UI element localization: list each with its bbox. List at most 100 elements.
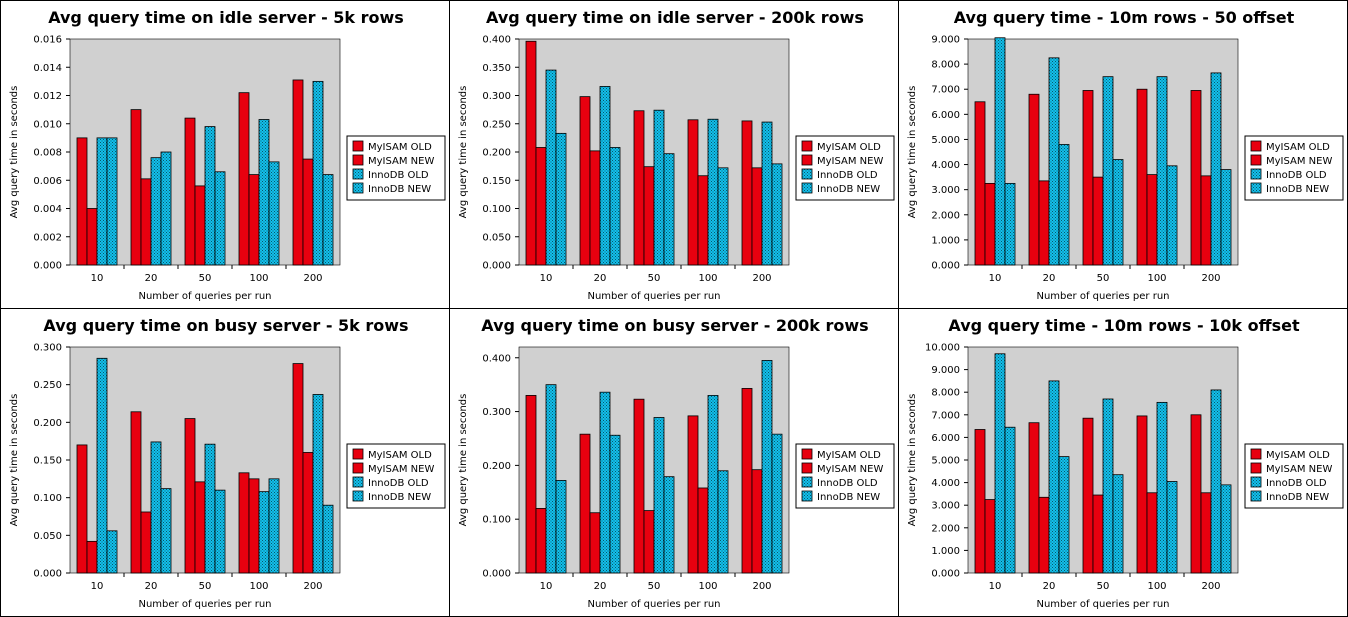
y-tick-label: 0.150 bbox=[482, 176, 511, 187]
bar-innodb-new-50 bbox=[1112, 474, 1124, 574]
bar-innodb-new-50 bbox=[214, 489, 226, 574]
legend-label: InnoDB OLD bbox=[1266, 478, 1327, 489]
bar-myisam-old-10 bbox=[974, 101, 986, 266]
bar-myisam-old-10 bbox=[974, 429, 986, 574]
bar-myisam-old-100 bbox=[238, 472, 250, 574]
bar-myisam-old-200 bbox=[292, 363, 304, 574]
y-tick-label: 0.200 bbox=[482, 148, 511, 159]
bar-myisam-new-10 bbox=[86, 208, 98, 266]
bar-innodb-new-100 bbox=[1166, 481, 1178, 574]
bar-innodb-new-200 bbox=[1220, 484, 1232, 574]
bar-myisam-new-100 bbox=[248, 478, 260, 574]
x-tick-label: 20 bbox=[145, 581, 158, 592]
x-tick-label: 50 bbox=[1097, 273, 1110, 284]
bar-innodb-new-200 bbox=[322, 504, 334, 574]
x-tick-label: 100 bbox=[698, 581, 717, 592]
chart-title: Avg query time on idle server - 5k rows bbox=[48, 8, 404, 27]
chart-title: Avg query time on busy server - 5k rows bbox=[43, 316, 408, 335]
bar-innodb-new-50 bbox=[1112, 159, 1124, 266]
x-tick-label: 50 bbox=[199, 581, 212, 592]
bar-innodb-old-50 bbox=[204, 126, 216, 266]
bar-myisam-old-100 bbox=[687, 119, 699, 266]
bar-innodb-new-10 bbox=[1004, 426, 1016, 574]
x-tick-label: 200 bbox=[752, 273, 771, 284]
y-tick-label: 0.100 bbox=[482, 515, 511, 526]
y-tick-label: 0.010 bbox=[33, 119, 62, 130]
bar-myisam-new-20 bbox=[140, 511, 152, 574]
bar-myisam-new-50 bbox=[1092, 494, 1104, 574]
bar-innodb-new-50 bbox=[663, 476, 675, 574]
x-tick-label: 10 bbox=[989, 273, 1002, 284]
bar-innodb-old-50 bbox=[653, 417, 665, 574]
chart-svg: Avg query time - 10m rows - 10k offset 0.… bbox=[907, 316, 1344, 610]
bar-myisam-new-100 bbox=[1146, 492, 1158, 574]
legend-swatch bbox=[801, 462, 813, 474]
bar-innodb-old-10 bbox=[96, 137, 108, 266]
bar-myisam-new-200 bbox=[1200, 492, 1212, 574]
bar-myisam-new-100 bbox=[1146, 174, 1158, 266]
bar-innodb-old-50 bbox=[1102, 76, 1114, 266]
x-tick-label: 50 bbox=[1097, 581, 1110, 592]
bar-innodb-old-50 bbox=[1102, 398, 1114, 574]
y-tick-label: 4.000 bbox=[931, 478, 960, 489]
bar-myisam-new-200 bbox=[302, 158, 314, 266]
chart-panel-4: Avg query time on busy server - 5k rows 0… bbox=[0, 308, 450, 617]
bar-myisam-old-100 bbox=[687, 415, 699, 574]
bar-myisam-new-20 bbox=[1038, 496, 1050, 574]
x-tick-label: 100 bbox=[698, 273, 717, 284]
x-tick-label: 20 bbox=[594, 273, 607, 284]
x-tick-label: 10 bbox=[91, 273, 104, 284]
bar-myisam-new-50 bbox=[643, 510, 655, 574]
y-tick-label: 0.400 bbox=[482, 353, 511, 364]
bar-myisam-old-20 bbox=[579, 96, 591, 266]
chart-panel-1: Avg query time on idle server - 5k rows 0… bbox=[0, 0, 450, 309]
legend-swatch bbox=[1250, 448, 1262, 460]
bar-innodb-old-200 bbox=[761, 360, 773, 574]
bar-myisam-new-200 bbox=[1200, 175, 1212, 266]
legend-label: MyISAM NEW bbox=[1266, 156, 1332, 167]
legend-swatch bbox=[352, 168, 364, 180]
y-tick-label: 2.000 bbox=[931, 523, 960, 534]
bar-innodb-new-20 bbox=[609, 147, 621, 266]
x-tick-label: 100 bbox=[249, 273, 268, 284]
y-tick-label: 0.006 bbox=[33, 176, 62, 187]
y-tick-label: 0.000 bbox=[482, 261, 511, 272]
bar-innodb-old-10 bbox=[96, 357, 108, 574]
bar-innodb-old-200 bbox=[312, 80, 324, 266]
y-axis-label: Avg query time in seconds bbox=[458, 394, 469, 527]
x-tick-label: 200 bbox=[303, 273, 322, 284]
y-tick-label: 0.016 bbox=[33, 35, 62, 46]
bar-innodb-old-100 bbox=[707, 395, 719, 574]
y-tick-label: 0.100 bbox=[482, 204, 511, 215]
legend-swatch bbox=[1250, 476, 1262, 488]
y-tick-label: 9.000 bbox=[931, 35, 960, 46]
x-tick-label: 200 bbox=[303, 581, 322, 592]
bar-innodb-new-100 bbox=[268, 161, 280, 266]
bar-innodb-old-10 bbox=[994, 353, 1006, 574]
legend-swatch bbox=[801, 140, 813, 152]
bar-innodb-old-100 bbox=[1156, 76, 1168, 266]
legend-label: InnoDB NEW bbox=[1266, 492, 1329, 503]
bar-myisam-old-50 bbox=[1082, 417, 1094, 574]
legend-label: InnoDB NEW bbox=[368, 184, 431, 195]
bar-innodb-new-200 bbox=[771, 433, 783, 574]
bar-myisam-old-10 bbox=[525, 395, 537, 574]
bar-innodb-old-100 bbox=[1156, 401, 1168, 574]
bar-innodb-new-100 bbox=[1166, 165, 1178, 266]
y-axis-label: Avg query time in seconds bbox=[9, 394, 20, 527]
bar-myisam-new-200 bbox=[302, 452, 314, 574]
y-tick-label: 0.300 bbox=[482, 91, 511, 102]
y-tick-label: 0.300 bbox=[33, 343, 62, 354]
legend-swatch bbox=[801, 448, 813, 460]
bar-myisam-new-20 bbox=[589, 512, 601, 574]
bar-innodb-old-50 bbox=[204, 443, 216, 574]
chart-panel-2: Avg query time on idle server - 200k row… bbox=[449, 0, 899, 309]
x-tick-label: 50 bbox=[648, 273, 661, 284]
legend-label: InnoDB OLD bbox=[368, 170, 429, 181]
bar-myisam-old-100 bbox=[1136, 88, 1148, 266]
y-tick-label: 6.000 bbox=[931, 110, 960, 121]
y-tick-label: 5.000 bbox=[931, 456, 960, 467]
x-axis-label: Number of queries per run bbox=[1036, 599, 1169, 610]
x-tick-label: 20 bbox=[594, 581, 607, 592]
legend-label: InnoDB OLD bbox=[817, 170, 878, 181]
